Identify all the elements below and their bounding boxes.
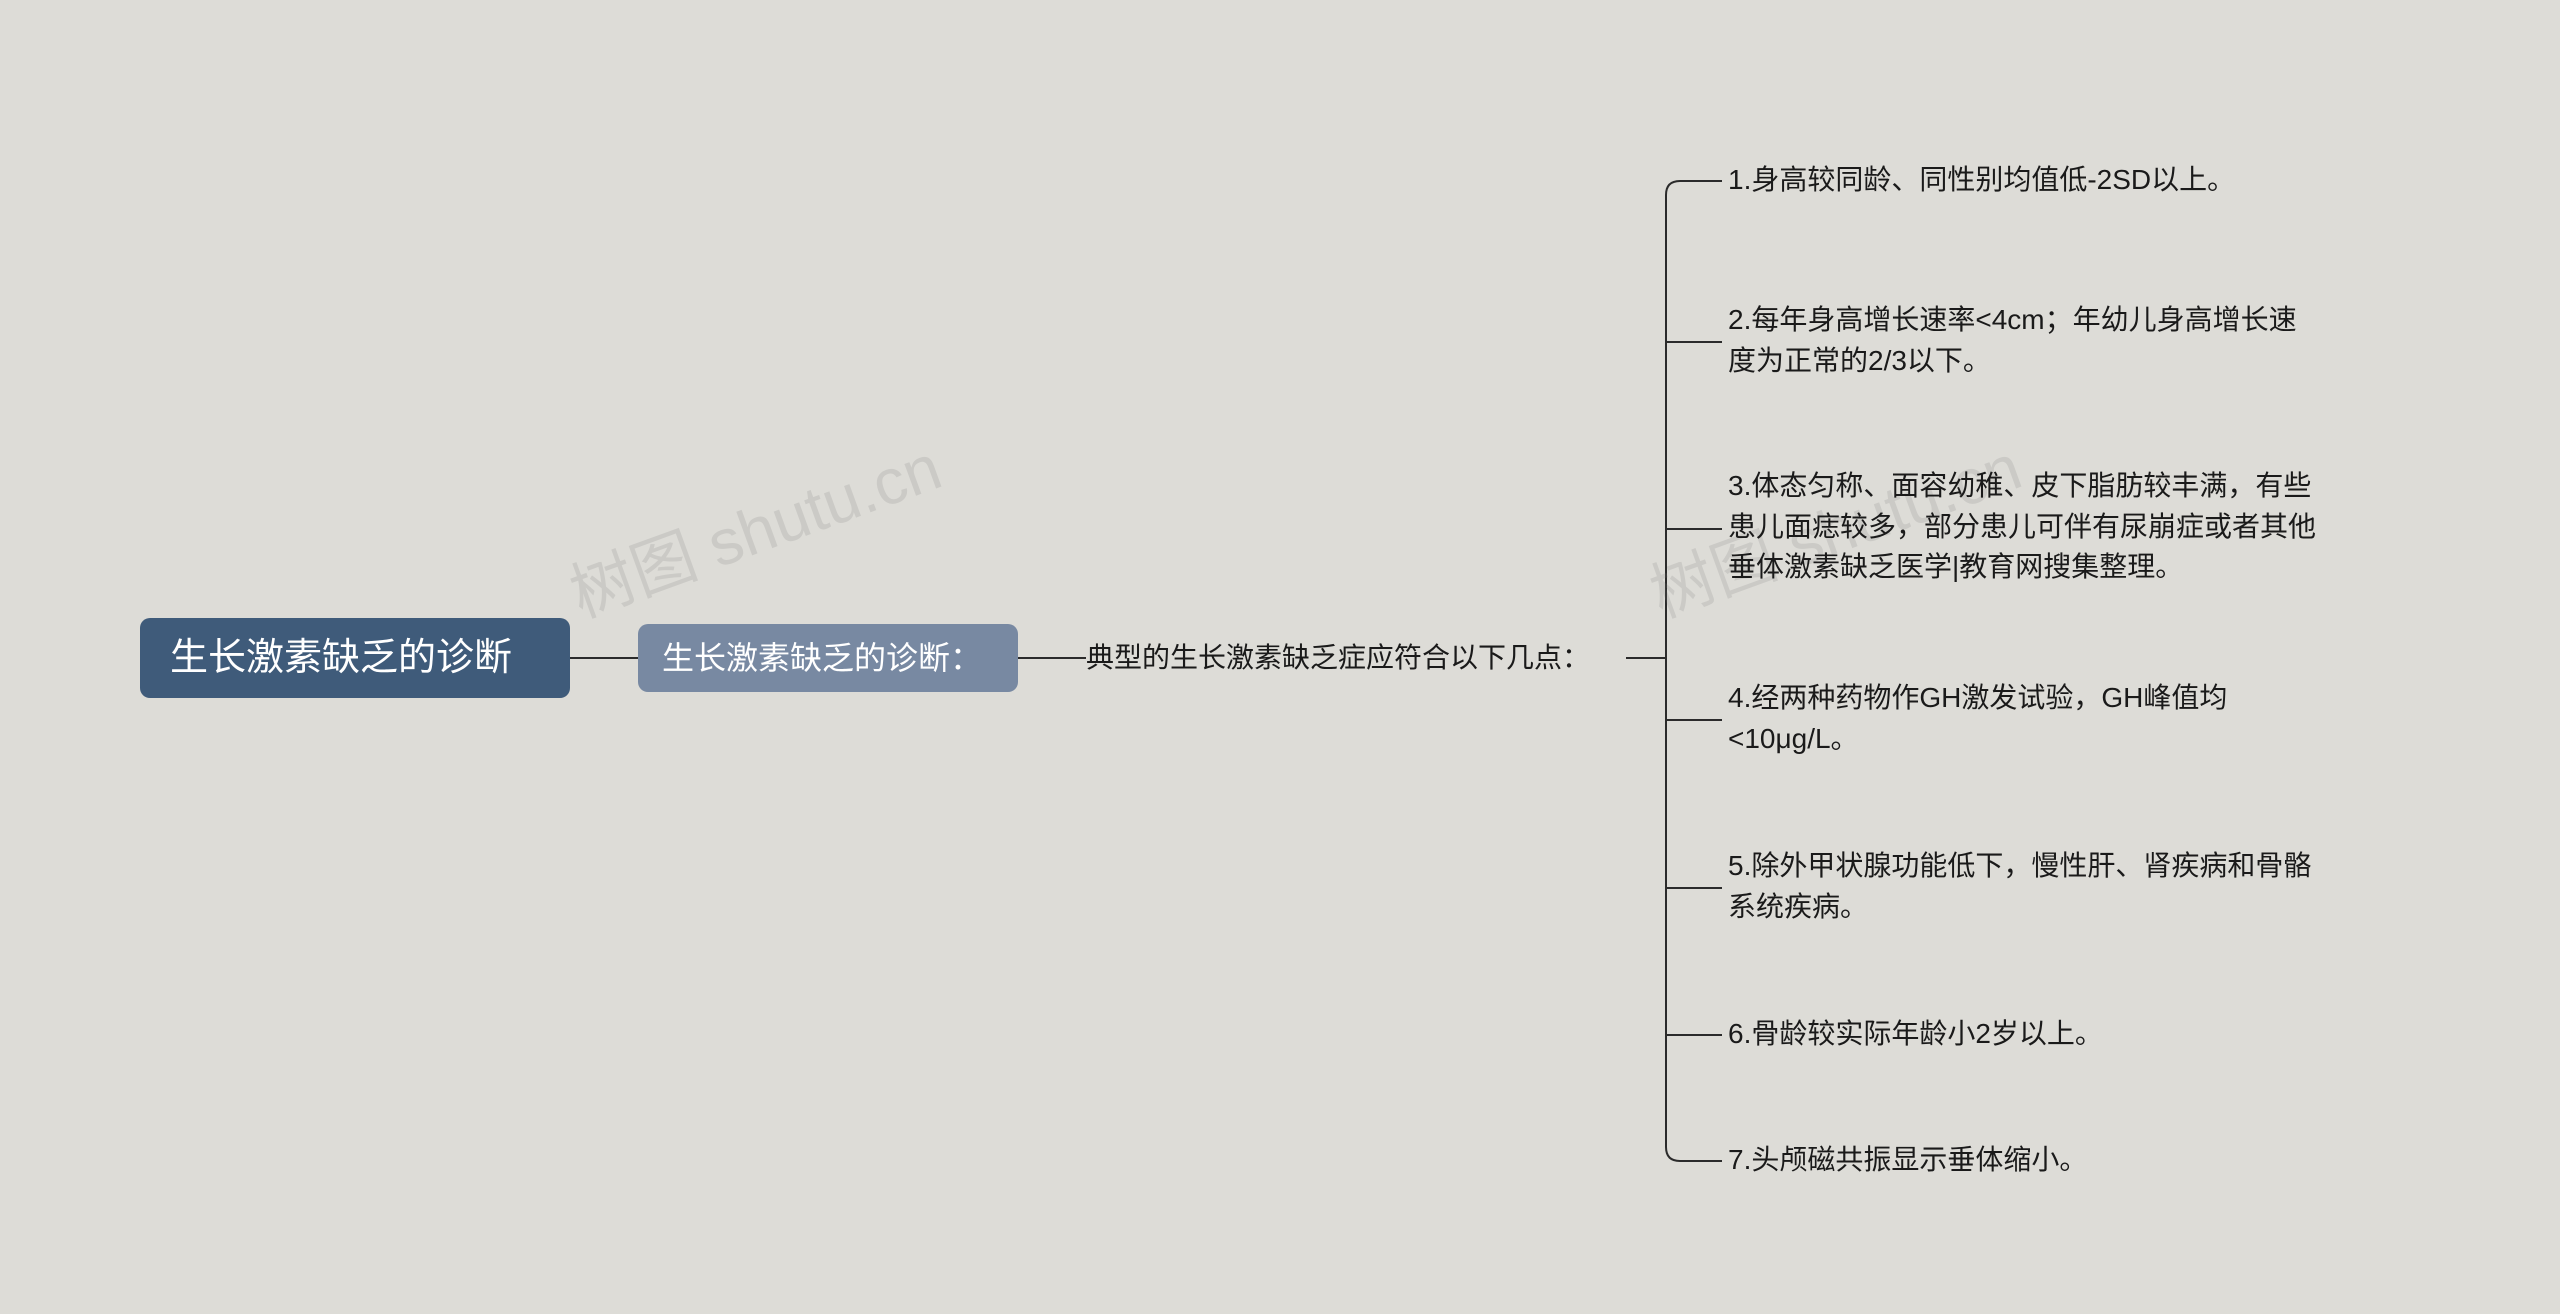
leaf-2: 2.每年身高增长速率<4cm；年幼儿身高增长速度为正常的2/3以下。	[1728, 300, 2318, 381]
watermark-1: 树图 shutu.cn	[556, 416, 952, 635]
leaf-6: 6.骨龄较实际年龄小2岁以上。	[1728, 1014, 2318, 1055]
level2-node: 典型的生长激素缺乏症应符合以下几点：	[1086, 638, 1626, 678]
leaf-4: 4.经两种药物作GH激发试验，GH峰值均<10μg/L。	[1728, 678, 2318, 759]
leaf-7: 7.头颅磁共振显示垂体缩小。	[1728, 1140, 2318, 1181]
diagram-canvas: 树图 shutu.cn 树图 shutu.cn 生长激素缺乏的诊断 生长激素缺乏…	[0, 0, 2560, 1314]
level1-node: 生长激素缺乏的诊断：	[638, 624, 1018, 692]
root-node: 生长激素缺乏的诊断	[140, 618, 570, 698]
leaf-3: 3.体态匀称、面容幼稚、皮下脂肪较丰满，有些患儿面痣较多，部分患儿可伴有尿崩症或…	[1728, 466, 2318, 588]
leaf-5: 5.除外甲状腺功能低下，慢性肝、肾疾病和骨骼系统疾病。	[1728, 846, 2318, 927]
leaf-1: 1.身高较同龄、同性别均值低-2SD以上。	[1728, 160, 2318, 201]
